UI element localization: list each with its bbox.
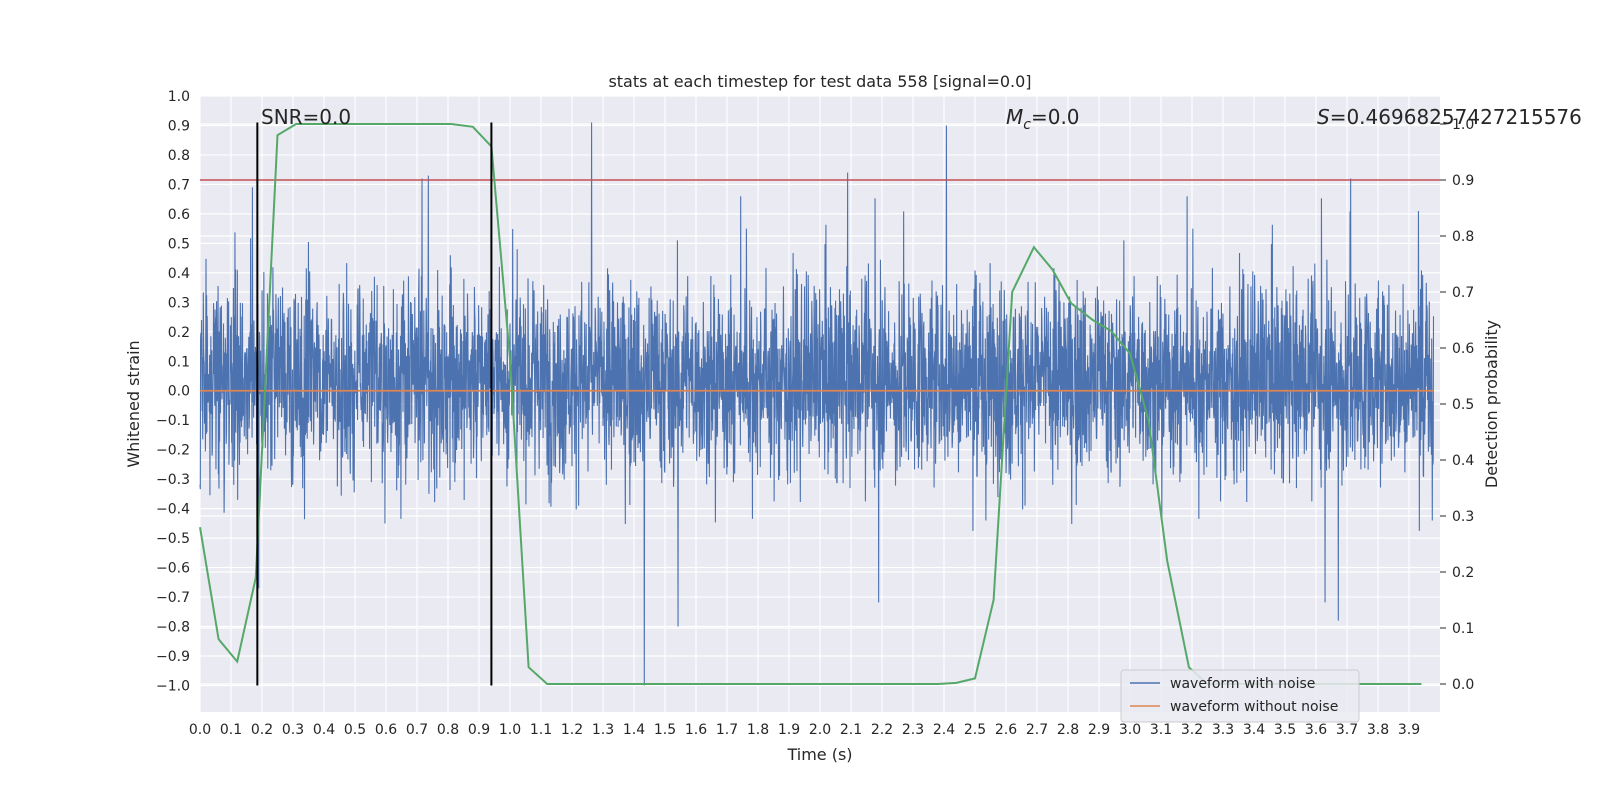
x-tick-label: 1.9 <box>778 722 800 738</box>
x-tick-label: 1.3 <box>592 722 614 738</box>
x-tick-label: 2.9 <box>1088 722 1110 738</box>
x-tick-label: 1.2 <box>561 722 583 738</box>
x-tick-label: 3.6 <box>1305 722 1327 738</box>
mc-symbol: M <box>1006 105 1023 129</box>
legend-box <box>1120 669 1360 723</box>
series-layer <box>199 122 1435 686</box>
mc-value: =0.0 <box>1031 105 1080 129</box>
y-right-tick-label: 0.7 <box>1452 285 1474 301</box>
mc-subscript: c <box>1023 117 1031 133</box>
x-tick-label: 3.1 <box>1150 722 1172 738</box>
x-tick-label: 2.2 <box>871 722 893 738</box>
y-axis-label: Whitened strain <box>124 340 143 467</box>
y-right-tick-label: 0.8 <box>1452 229 1474 245</box>
x-tick-label: 1.8 <box>747 722 769 738</box>
y-tick-label: −0.9 <box>156 649 190 665</box>
y-tick-label: −0.1 <box>156 413 190 429</box>
x-tick-label: 2.5 <box>964 722 986 738</box>
x-tick-label: 2.8 <box>1057 722 1079 738</box>
x-tick-label: 1.7 <box>716 722 738 738</box>
y-tick-label: 0.9 <box>168 118 190 134</box>
y-right-tick-label: 0.6 <box>1452 341 1474 357</box>
legend-label-noise: waveform with noise <box>1170 676 1315 692</box>
y-tick-label: 1.0 <box>168 89 190 105</box>
chart-title: stats at each timestep for test data 558… <box>608 72 1031 91</box>
x-tick-label: 3.7 <box>1336 722 1358 738</box>
x-tick-label: 1.5 <box>654 722 676 738</box>
y-tick-label: 0.5 <box>168 236 190 252</box>
x-tick-label: 0.6 <box>375 722 397 738</box>
series-line-waveform-with-noise <box>199 122 1435 686</box>
legend-label-clean: waveform without noise <box>1170 699 1338 715</box>
y-right-tick-label: 0.5 <box>1452 397 1474 413</box>
y-tick-label: 0.8 <box>168 148 190 164</box>
y-tick-label: 0.6 <box>168 207 190 223</box>
x-tick-label: 0.0 <box>189 722 211 738</box>
x-tick-label: 3.5 <box>1274 722 1296 738</box>
x-tick-label: 0.2 <box>251 722 273 738</box>
s-value: =0.4696825742721557​6 <box>1330 105 1582 129</box>
grid <box>199 95 1440 712</box>
x-tick-label: 1.6 <box>685 722 707 738</box>
x-tick-label: 0.3 <box>282 722 304 738</box>
x-tick-label: 1.1 <box>530 722 552 738</box>
y-right-tick-label: 1.0 <box>1452 117 1474 133</box>
x-tick-label: 3.4 <box>1243 722 1265 738</box>
y-tick-label: 0.0 <box>168 384 190 400</box>
y-tick-label: −1.0 <box>156 678 190 694</box>
x-tick-label: 0.7 <box>406 722 428 738</box>
x-tick-label: 3.0 <box>1119 722 1141 738</box>
x-tick-label: 2.3 <box>902 722 924 738</box>
x-tick-label: 0.4 <box>313 722 335 738</box>
y-right-tick-label: 0.0 <box>1452 677 1474 693</box>
x-tick-label: 2.7 <box>1026 722 1048 738</box>
y-tick-label: −0.6 <box>156 561 190 577</box>
s-symbol: S <box>1317 105 1330 129</box>
x-tick-label: 3.2 <box>1181 722 1203 738</box>
s-annotation: S=0.4696825742721557​6 <box>1317 105 1582 129</box>
x-axis-label: Time (s) <box>786 745 852 764</box>
x-tick-label: 0.5 <box>344 722 366 738</box>
ticks-layer: 0.0 0.1 0.2 0.3 0.4 0.5 0.6 0.7 0.8 0.9 1.0 1.1 1.2 1… <box>156 89 1474 738</box>
y-right-tick-label: 0.4 <box>1452 453 1474 469</box>
y-right-tick-label: 0.3 <box>1452 509 1474 525</box>
y-tick-label: 0.4 <box>168 266 190 282</box>
y-tick-label: 0.1 <box>168 354 190 370</box>
y-right-tick-label: 0.9 <box>1452 173 1474 189</box>
x-tick-label: 3.3 <box>1212 722 1234 738</box>
y-tick-label: −0.5 <box>156 531 190 547</box>
y-tick-label: −0.2 <box>156 443 190 459</box>
y-tick-label: −0.3 <box>156 472 190 488</box>
x-tick-label: 3.8 <box>1367 722 1389 738</box>
y-tick-label: −0.8 <box>156 620 190 636</box>
x-tick-label: 2.1 <box>840 722 862 738</box>
y-tick-label: −0.4 <box>156 502 190 518</box>
x-tick-label: 0.8 <box>437 722 459 738</box>
legend: waveform with noise waveform without noi… <box>1120 669 1360 723</box>
y-right-tick-label: 0.1 <box>1452 621 1474 637</box>
x-tick-label: 2.6 <box>995 722 1017 738</box>
y-tick-label: 0.2 <box>168 325 190 341</box>
x-tick-label: 2.4 <box>933 722 955 738</box>
y-right-axis-label: Detection probability <box>1482 320 1501 488</box>
y-tick-label: 0.3 <box>168 295 190 311</box>
snr-annotation: SNR=0.0 <box>261 105 351 129</box>
x-tick-label: 2.0 <box>809 722 831 738</box>
x-tick-label: 0.9 <box>468 722 490 738</box>
x-tick-label: 1.4 <box>623 722 645 738</box>
y-right-tick-label: 0.2 <box>1452 565 1474 581</box>
mc-annotation: Mc=0.0 <box>1006 105 1080 133</box>
x-tick-label: 1.0 <box>499 722 521 738</box>
y-tick-label: 0.7 <box>168 177 190 193</box>
x-tick-label: 3.9 <box>1398 722 1420 738</box>
y-tick-label: −0.7 <box>156 590 190 606</box>
x-tick-label: 0.1 <box>220 722 242 738</box>
